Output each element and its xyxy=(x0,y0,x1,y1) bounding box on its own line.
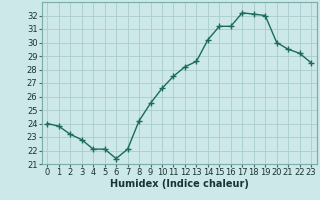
X-axis label: Humidex (Indice chaleur): Humidex (Indice chaleur) xyxy=(110,179,249,189)
